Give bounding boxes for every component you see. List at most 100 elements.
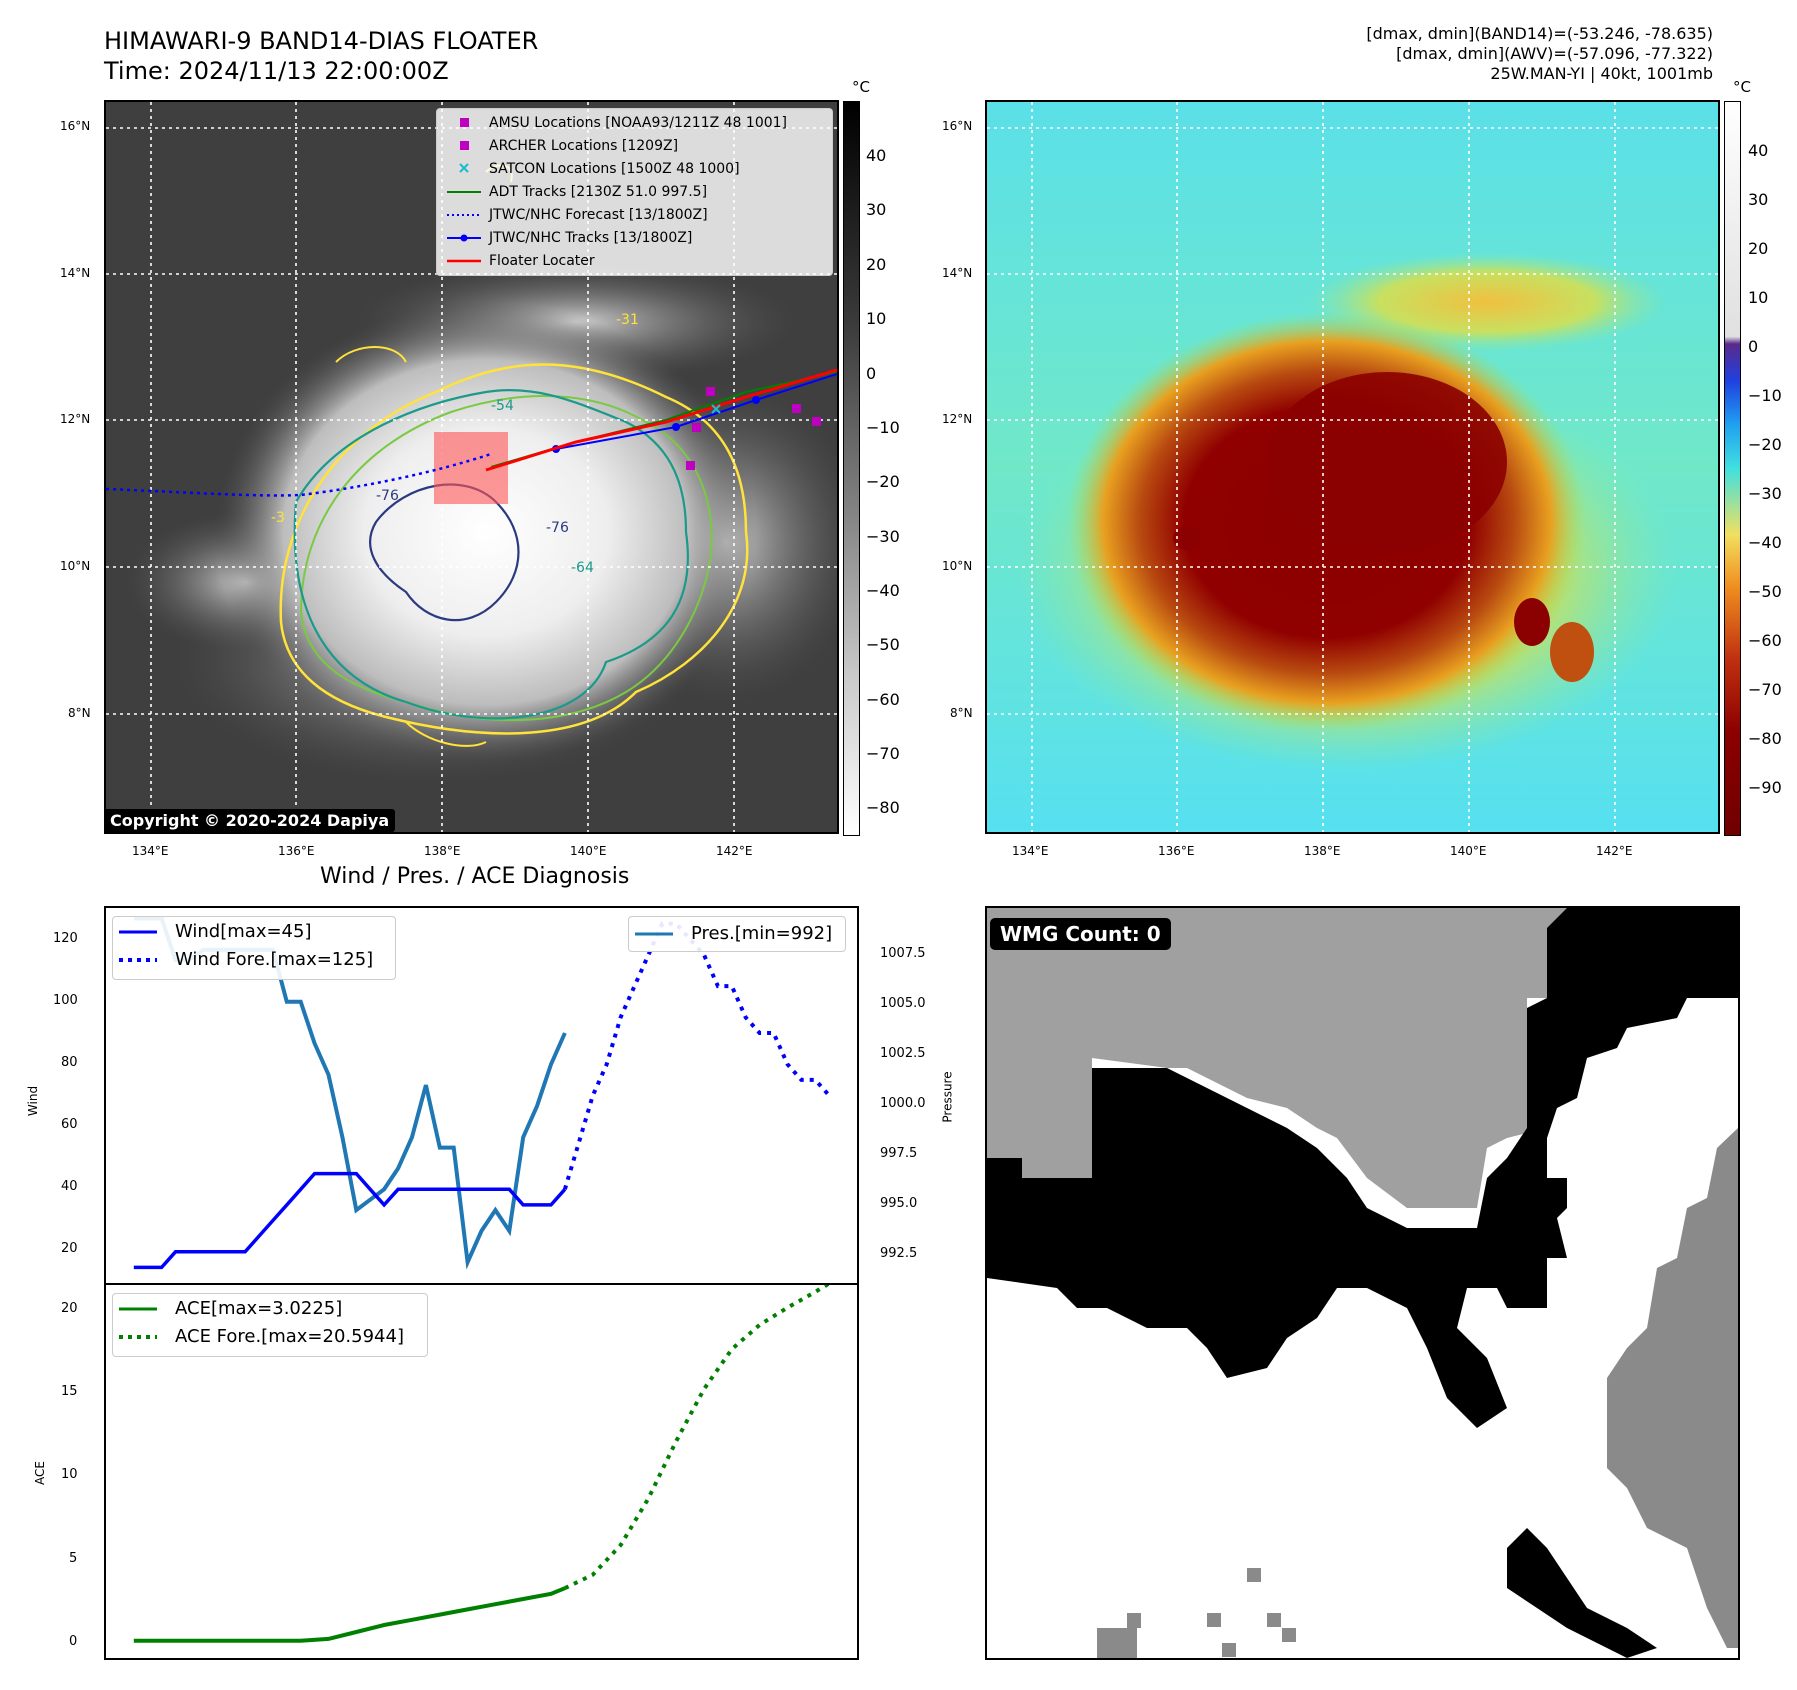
ace-ylabel: ACE — [32, 1461, 47, 1485]
contour-label-c: -76 — [376, 488, 399, 504]
wind-ytick: 80 — [61, 1055, 78, 1070]
wmg-black-strip — [1507, 1528, 1657, 1658]
wind-ytick: 40 — [61, 1179, 78, 1194]
pres-ytick: 1005.0 — [880, 996, 926, 1011]
lon-tick-142-right: 142°E — [1596, 844, 1633, 858]
contour-label-e: -64 — [571, 560, 594, 576]
lon-tick-142: 142°E — [716, 844, 753, 858]
right-cb-tick: −50 — [1748, 582, 1782, 601]
stats-band14: [dmax, dmin](BAND14)=(-53.246, -78.635) — [1366, 24, 1713, 43]
right-cb-tick: −90 — [1748, 778, 1782, 797]
diagnosis-title: Wind / Pres. / ACE Diagnosis — [320, 864, 630, 889]
pres-ytick: 995.0 — [880, 1196, 918, 1211]
legend-item-amsu: AMSU Locations [NOAA93/1211Z 48 1001] — [445, 113, 787, 133]
stats-awv: [dmax, dmin](AWV)=(-57.096, -77.322) — [1396, 44, 1713, 63]
map-gridlines-right — [987, 102, 1718, 832]
left-cb-tick: −20 — [866, 472, 900, 491]
ace-line — [133, 1586, 566, 1643]
wind-forecast-line — [562, 921, 831, 1190]
floater-line-icon — [447, 259, 481, 263]
left-cb-tick: −70 — [866, 744, 900, 763]
lat-tick-10: 10°N — [60, 559, 91, 573]
map-legend: AMSU Locations [NOAA93/1211Z 48 1001] AR… — [436, 108, 833, 276]
ir-color-map — [985, 100, 1720, 834]
ace-ytick: 15 — [61, 1384, 78, 1399]
ace-fore-legend-label: ACE Fore.[max=20.5944] — [175, 1326, 404, 1347]
legend-item-archer: ARCHER Locations [1209Z] — [445, 136, 678, 156]
stats-storm: 25W.MAN-YI | 40kt, 1001mb — [1490, 64, 1713, 83]
satcon-marker-icon — [459, 163, 469, 173]
wmg-panel — [985, 906, 1740, 1660]
right-cb-tick: 10 — [1748, 288, 1769, 307]
lon-tick-138: 138°E — [424, 844, 461, 858]
left-cb-tick: 0 — [866, 364, 877, 383]
contour-label-d: -76 — [546, 520, 569, 536]
left-cb-tick: −50 — [866, 635, 900, 654]
stats-block: [dmax, dmin](BAND14)=(-53.246, -78.635) … — [1366, 24, 1713, 84]
pres-ylabel: Pressure — [940, 1071, 955, 1123]
lon-tick-134-right: 134°E — [1012, 844, 1049, 858]
ace-svg — [133, 1285, 831, 1643]
wind-ytick: 100 — [53, 993, 78, 1008]
right-cb-tick: 40 — [1748, 141, 1769, 160]
ace-fore-legend-line — [119, 1335, 157, 1339]
contour-label-a: -31 — [616, 312, 639, 328]
wmg-count-badge: WMG Count: 0 — [990, 918, 1171, 950]
ace-legend-label: ACE[max=3.0225] — [175, 1298, 343, 1319]
legend-item-floater: Floater Locater — [445, 251, 595, 271]
right-cb-tick: −20 — [1748, 435, 1782, 454]
ace-forecast-line — [564, 1285, 831, 1591]
wind-line — [133, 1171, 567, 1270]
ir-grayscale-map: -31 -54 -76 -76 -64 -3 AMSU Locations [N… — [104, 100, 839, 834]
left-colorbar-unit: °C — [852, 78, 870, 96]
ace-ytick: 0 — [69, 1634, 78, 1649]
left-cb-tick: −60 — [866, 690, 900, 709]
jtwc-line-icon — [447, 234, 481, 242]
title-satellite: HIMAWARI-9 BAND14-DIAS FLOATER — [104, 27, 539, 55]
pres-legend: Pres.[min=992] — [628, 916, 846, 952]
wmg-black-region — [987, 908, 1738, 1428]
amsu-archer-markers — [686, 387, 821, 470]
wind-legend-line — [119, 930, 157, 934]
left-cb-tick: 30 — [866, 200, 887, 219]
right-cb-tick: −60 — [1748, 631, 1782, 650]
pres-ytick: 997.5 — [880, 1146, 918, 1161]
wmg-gray-east — [1607, 1128, 1738, 1648]
legend-item-satcon: SATCON Locations [1500Z 48 1000] — [445, 159, 740, 179]
right-colorbar — [1724, 101, 1741, 836]
lon-tick-140-right: 140°E — [1450, 844, 1487, 858]
lat-tick-10-right: 10°N — [942, 559, 973, 573]
left-colorbar — [843, 101, 860, 836]
ir-color-svg — [987, 102, 1718, 832]
ace-legend: ACE[max=3.0225] ACE Fore.[max=20.5944] — [112, 1293, 428, 1357]
lon-tick-138-right: 138°E — [1304, 844, 1341, 858]
pres-ytick: 1007.5 — [880, 946, 926, 961]
right-cb-tick: −10 — [1748, 386, 1782, 405]
lon-tick-136: 136°E — [278, 844, 315, 858]
right-cb-tick: −40 — [1748, 533, 1782, 552]
ace-legend-line — [119, 1307, 157, 1311]
wmg-gray-specks — [1097, 1568, 1296, 1658]
copyright-label: Copyright © 2020-2024 Dapiya — [104, 809, 396, 832]
left-cb-tick: 40 — [866, 146, 887, 165]
right-cb-tick: −70 — [1748, 680, 1782, 699]
wind-ytick: 20 — [61, 1241, 78, 1256]
lat-tick-12: 12°N — [60, 412, 91, 426]
lon-tick-134: 134°E — [132, 844, 169, 858]
satcon-markers — [711, 404, 721, 414]
right-colorbar-unit: °C — [1733, 78, 1751, 96]
amsu-marker-icon — [460, 118, 469, 127]
lat-tick-14: 14°N — [60, 266, 91, 280]
ace-ytick: 20 — [61, 1301, 78, 1316]
floater-locater-track — [485, 368, 837, 472]
pres-ytick: 1002.5 — [880, 1046, 926, 1061]
lon-tick-140: 140°E — [570, 844, 607, 858]
wind-legend: Wind[max=45] Wind Fore.[max=125] — [112, 916, 396, 980]
right-cb-tick: −30 — [1748, 484, 1782, 503]
figure-title: HIMAWARI-9 BAND14-DIAS FLOATER Time: 202… — [104, 26, 538, 86]
jtwc-track — [555, 373, 837, 450]
lat-tick-8-right: 8°N — [950, 706, 973, 720]
pres-legend-label: Pres.[min=992] — [691, 923, 833, 944]
wmg-svg — [987, 908, 1738, 1658]
left-cb-tick: −10 — [866, 418, 900, 437]
